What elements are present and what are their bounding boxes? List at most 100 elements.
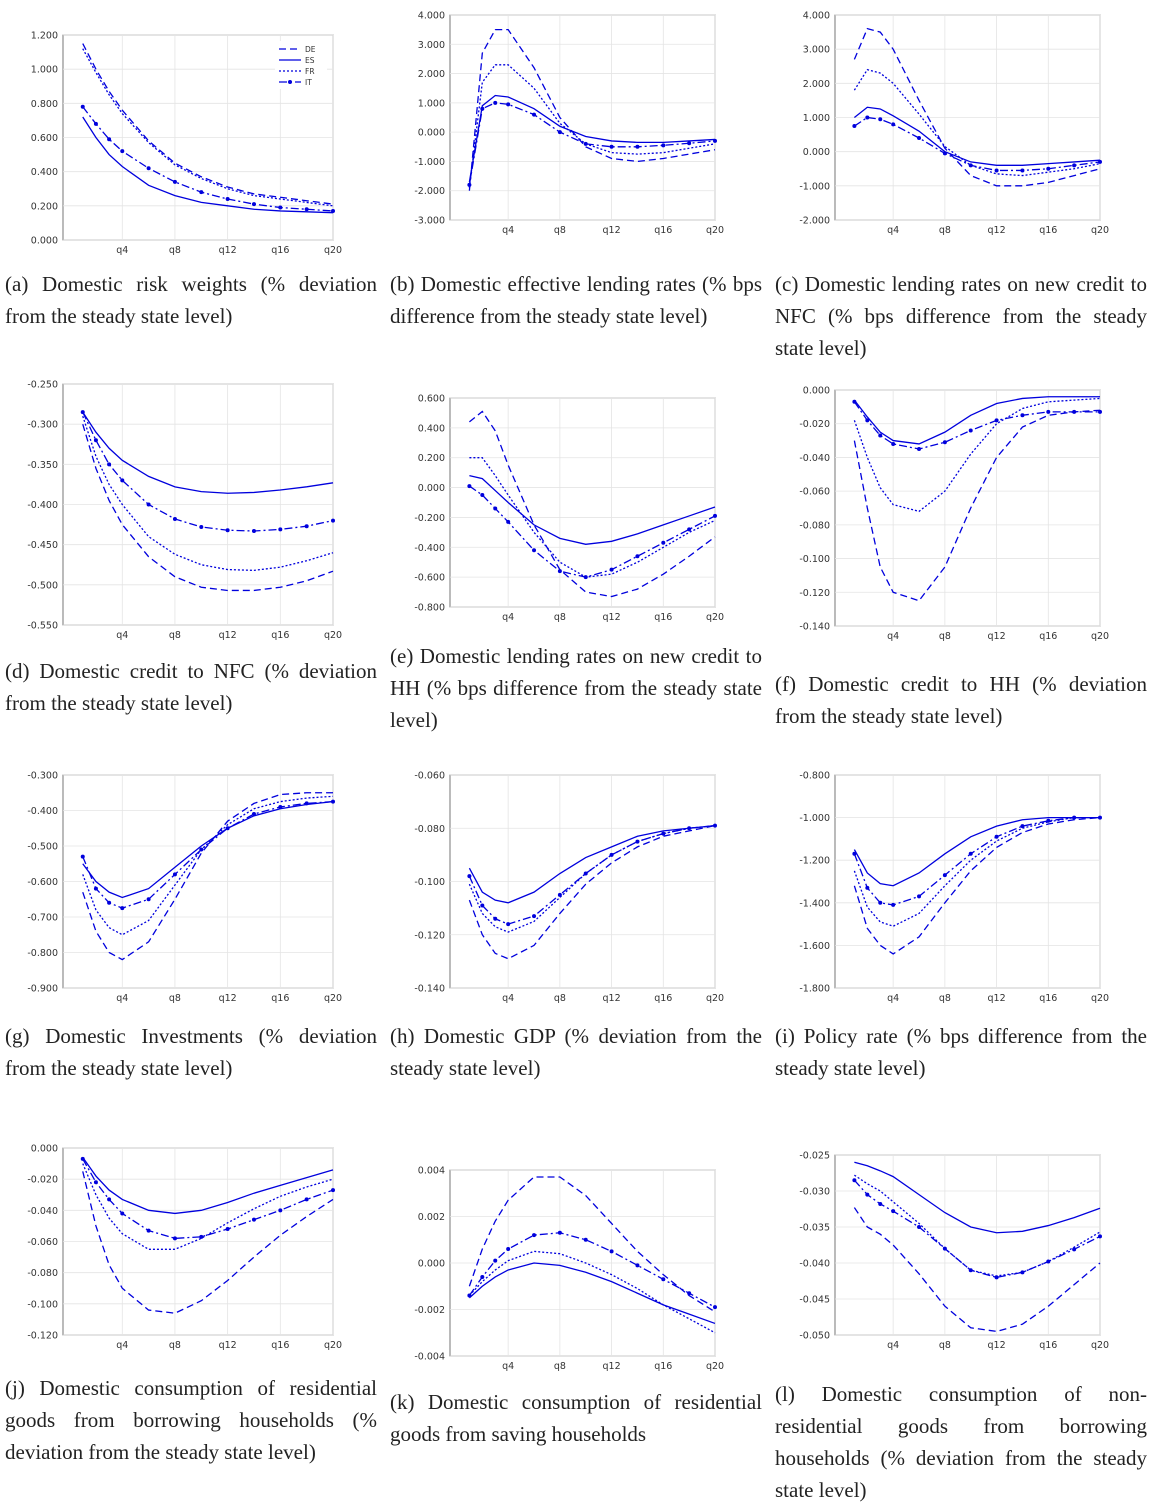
y-tick-label: 0.000 <box>31 236 58 247</box>
y-tick-label: -0.500 <box>27 842 58 853</box>
series-line <box>468 824 716 933</box>
series-marker <box>120 1211 125 1216</box>
y-tick-label: -0.035 <box>799 1223 830 1234</box>
x-tick-label: q8 <box>554 225 566 236</box>
x-tick-label: q8 <box>939 225 951 236</box>
y-tick-label: -0.600 <box>27 877 58 888</box>
series-marker <box>865 115 870 120</box>
series-line <box>469 474 716 545</box>
series-marker <box>852 399 857 404</box>
series-marker <box>532 914 537 919</box>
y-tick-label: -0.700 <box>27 913 58 924</box>
series-line <box>853 401 1100 450</box>
series-marker <box>1020 413 1025 418</box>
series-marker <box>713 1305 717 1310</box>
y-tick-label: -1.000 <box>799 813 830 824</box>
x-tick-label: q12 <box>219 1340 237 1351</box>
x-tick-label: q8 <box>939 993 951 1004</box>
series-marker <box>251 1217 256 1222</box>
x-tick-label: q12 <box>988 993 1006 1004</box>
series-marker <box>493 916 498 921</box>
plot-frame <box>449 14 716 221</box>
series-marker <box>506 519 511 524</box>
series-marker <box>480 493 485 498</box>
series-line <box>469 485 716 578</box>
series-marker <box>917 894 922 899</box>
series-line <box>82 48 334 207</box>
series-marker <box>331 518 335 523</box>
x-tick-label: q16 <box>654 225 672 236</box>
y-tick-label: -0.250 <box>27 380 58 391</box>
x-tick-label: q20 <box>324 630 342 641</box>
x-tick-label: q4 <box>502 1361 514 1372</box>
series-line <box>82 415 334 572</box>
y-tick-label: -0.050 <box>799 1331 830 1342</box>
caption: (c) Domestic lending rates on new credit… <box>775 272 1147 360</box>
y-tick-label: -2.000 <box>799 216 830 227</box>
series-marker <box>532 112 537 117</box>
y-tick-label: -1.000 <box>414 157 445 168</box>
series-marker <box>635 554 640 559</box>
series-line <box>853 1179 1101 1279</box>
series-marker <box>80 410 85 415</box>
y-tick-label: -0.020 <box>799 419 830 430</box>
legend-label: ES <box>305 56 315 65</box>
series-marker <box>107 900 112 905</box>
y-tick-label: -0.100 <box>414 877 445 888</box>
series-line <box>468 28 716 191</box>
series-marker <box>172 872 177 877</box>
x-tick-label: q8 <box>554 1361 566 1372</box>
series-marker <box>609 852 614 857</box>
y-tick-label: -0.080 <box>414 824 445 835</box>
series-line <box>82 1171 334 1314</box>
y-tick-label: 0.600 <box>31 133 58 144</box>
x-tick-label: q16 <box>654 1361 672 1372</box>
x-tick-label: q20 <box>324 993 342 1004</box>
series-line <box>853 106 1101 166</box>
x-tick-label: q16 <box>271 245 289 256</box>
series-marker <box>93 886 98 891</box>
y-tick-label: -0.800 <box>27 948 58 959</box>
x-tick-label: q4 <box>502 225 514 236</box>
series-marker <box>994 168 999 173</box>
panel: -0.550 -0.500 -0.450 -0.400 -0.350 -0.300 -0.2… <box>27 380 342 642</box>
y-tick-label: -0.060 <box>27 1237 58 1248</box>
series-marker <box>609 567 614 572</box>
x-tick-label: q16 <box>654 612 672 623</box>
panel: -1.800 -1.600 -1.400 -1.200 -1.000 -0.800 q4 q8… <box>799 771 1109 1005</box>
y-tick-label: -0.045 <box>799 1295 830 1306</box>
series-marker <box>968 1268 973 1273</box>
y-tick-label: 0.600 <box>418 394 445 405</box>
series-line <box>854 1161 1101 1234</box>
series-marker <box>1020 168 1025 173</box>
y-tick-label: -0.020 <box>27 1175 58 1186</box>
series-marker <box>331 1188 335 1193</box>
series-line <box>468 410 716 598</box>
series-marker <box>942 1246 947 1251</box>
x-tick-label: q12 <box>219 993 237 1004</box>
y-tick-label: -0.800 <box>799 771 830 782</box>
series-marker <box>1020 824 1025 829</box>
series-line <box>82 800 334 909</box>
series-line <box>468 1250 716 1334</box>
y-tick-label: 0.200 <box>418 453 445 464</box>
series-marker <box>1072 1247 1077 1252</box>
caption: (j) Domestic consumption of residential … <box>5 1376 377 1464</box>
series-line <box>853 409 1101 602</box>
series-marker <box>852 124 857 129</box>
series-line <box>82 1158 334 1240</box>
y-tick-label: -0.400 <box>414 543 445 554</box>
series-marker <box>661 540 666 545</box>
series-marker <box>506 1247 511 1252</box>
x-tick-label: q4 <box>887 225 899 236</box>
y-tick-label: -0.400 <box>27 806 58 817</box>
y-tick-label: -0.140 <box>414 984 445 995</box>
y-tick-label: 0.200 <box>31 201 58 212</box>
x-tick-label: q4 <box>116 993 128 1004</box>
series-marker <box>467 874 472 879</box>
caption: (e) Domestic lending rates on new credit… <box>390 644 762 732</box>
series-marker <box>93 1180 98 1185</box>
y-tick-label: -0.040 <box>27 1206 58 1217</box>
series-marker <box>225 1227 230 1232</box>
y-tick-label: 1.000 <box>418 98 445 109</box>
